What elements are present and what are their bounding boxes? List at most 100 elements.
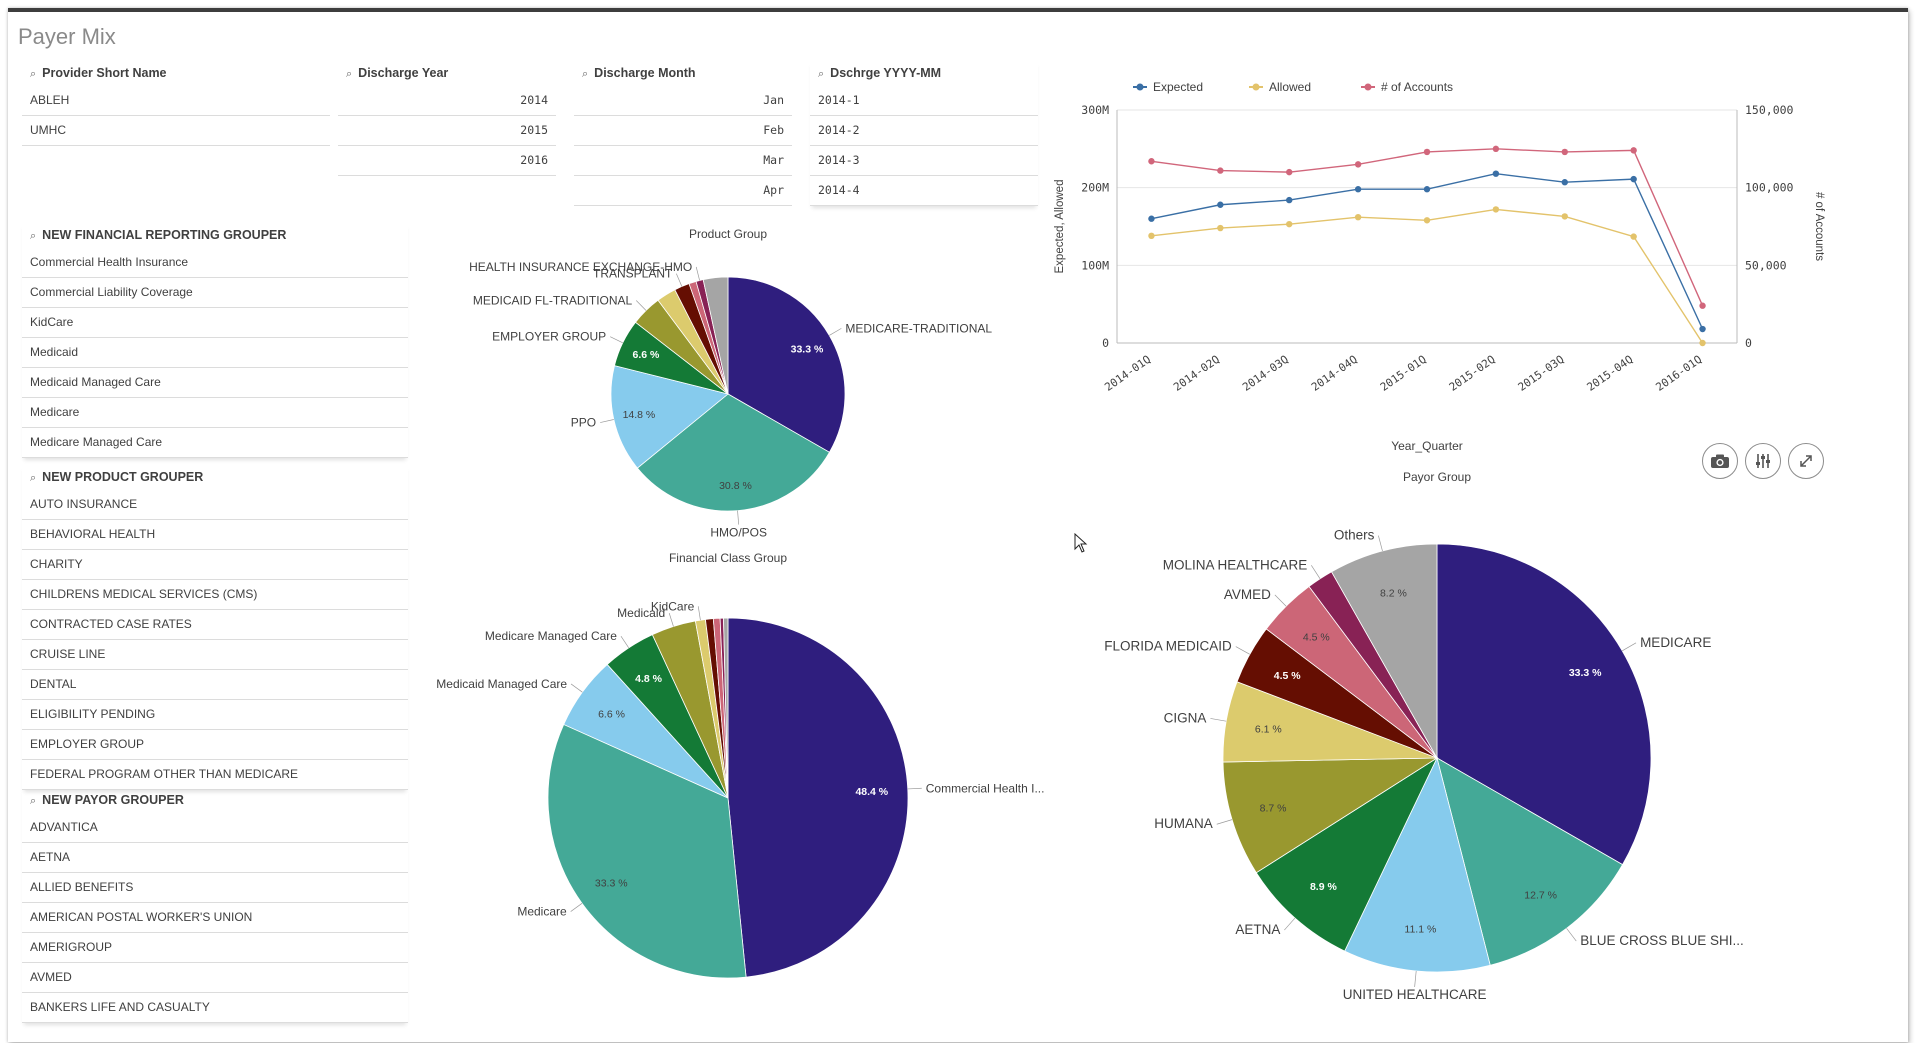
data-point-expected[interactable]	[1492, 170, 1500, 177]
filter-list-item[interactable]: ALLIED BENEFITS	[22, 873, 408, 903]
filter-header[interactable]: ⌕ Discharge Year	[338, 60, 556, 86]
pie-slice-united-healthcare[interactable]	[1344, 756, 1491, 973]
pie-slice-others[interactable]	[1331, 543, 1438, 760]
filter-dschrge-yyyy-mm[interactable]: ⌕ Dschrge YYYY-MM 2014-1 2014-2 2014-3 2014-4	[810, 60, 1038, 206]
search-icon[interactable]: ⌕	[30, 230, 37, 242]
data-point-of-accounts[interactable]	[1354, 161, 1362, 168]
data-point-allowed[interactable]	[1148, 232, 1155, 240]
filter-new-product-grouper[interactable]: ⌕ NEW PRODUCT GROUPER AUTO INSURANCE BEHAVI…	[22, 464, 408, 790]
data-point-expected[interactable]	[1630, 175, 1637, 183]
filter-list-item[interactable]: DENTAL	[22, 670, 408, 700]
filter-list-item[interactable]: 2016	[338, 146, 556, 176]
filter-list-item[interactable]: AUTO INSURANCE	[22, 490, 408, 520]
filter-new-financial-reporting-grouper[interactable]: ⌕ NEW FINANCIAL REPORTING GROUPER Commerci…	[22, 222, 408, 458]
filter-list-item[interactable]: 2015	[338, 116, 556, 146]
pie-chart-payor-group[interactable]: Payor Group 33.3 % MEDICARE 12.7 % BLUE CROS…	[1104, 470, 1744, 1002]
filter-list-item[interactable]: EMPLOYER GROUP	[22, 730, 408, 760]
filter-list-item[interactable]: BANKERS LIFE AND CASUALTY	[22, 993, 408, 1023]
filter-discharge-year[interactable]: ⌕ Discharge Year 2014 2015 2016	[338, 60, 556, 176]
filter-header[interactable]: ⌕ NEW PRODUCT GROUPER	[22, 464, 408, 490]
data-point-expected[interactable]	[1561, 179, 1568, 186]
filter-list-item[interactable]: AVMED	[22, 963, 408, 993]
filter-list-item[interactable]: ADVANTICA	[22, 813, 408, 843]
filter-list-item[interactable]: BEHAVIORAL HEALTH	[22, 520, 408, 550]
filter-list-item[interactable]: Commercial Health Insurance	[22, 248, 408, 278]
search-icon[interactable]: ⌕	[818, 68, 825, 80]
search-icon[interactable]: ⌕	[30, 68, 37, 80]
filter-list-item[interactable]: 2014-1	[810, 86, 1038, 116]
exploration-menu-button[interactable]	[1745, 443, 1781, 479]
series-line-allowed[interactable]	[1151, 208, 1704, 344]
filter-list-item[interactable]: UMHC	[22, 116, 330, 146]
filter-header[interactable]: ⌕ NEW PAYOR GROUPER	[22, 787, 408, 813]
expand-button[interactable]	[1788, 443, 1824, 479]
data-point-expected[interactable]	[1286, 196, 1293, 204]
data-point-expected[interactable]	[1354, 186, 1362, 193]
data-point-of-accounts[interactable]	[1217, 167, 1224, 174]
legend-item-expected[interactable]: Expected	[1133, 80, 1203, 94]
data-point-of-accounts[interactable]	[1148, 158, 1155, 165]
data-point-expected[interactable]	[1423, 186, 1431, 193]
filter-header[interactable]: ⌕ Provider Short Name	[22, 60, 330, 86]
data-point-of-accounts[interactable]	[1423, 148, 1431, 156]
filter-header[interactable]: ⌕ Dschrge YYYY-MM	[810, 60, 1038, 86]
filter-list-item[interactable]: CRUISE LINE	[22, 640, 408, 670]
filter-header[interactable]: ⌕ Discharge Month	[574, 60, 792, 86]
filter-list-item[interactable]: AMERICAN POSTAL WORKER'S UNION	[22, 903, 408, 933]
pie-slice-medicare[interactable]	[547, 723, 747, 979]
data-point-expected[interactable]	[1699, 325, 1706, 333]
filter-list-item[interactable]: Medicaid	[22, 338, 408, 368]
filter-provider-short-name[interactable]: ⌕ Provider Short Name ABLEH UMHC	[22, 60, 330, 146]
data-point-allowed[interactable]	[1492, 206, 1500, 213]
legend-item-allowed[interactable]: Allowed	[1249, 80, 1311, 94]
filter-list-item[interactable]: CHARITY	[22, 550, 408, 580]
filter-list-item[interactable]: Feb	[574, 116, 792, 146]
pie-chart-financial-class-group[interactable]: Financial Class Group 48.4 % Commercial He…	[436, 551, 1044, 979]
filter-list-item[interactable]: Jan	[574, 86, 792, 116]
filter-list-item[interactable]: AETNA	[22, 843, 408, 873]
data-point-allowed[interactable]	[1423, 217, 1431, 224]
data-point-allowed[interactable]	[1561, 213, 1568, 220]
search-icon[interactable]: ⌕	[346, 68, 353, 80]
filter-list-item[interactable]: Medicare	[22, 398, 408, 428]
data-point-expected[interactable]	[1148, 215, 1155, 222]
filter-list-item[interactable]: ABLEH	[22, 86, 330, 116]
filter-list-item[interactable]: KidCare	[22, 308, 408, 338]
pie-slice-segment-9[interactable]	[702, 276, 729, 395]
data-point-allowed[interactable]	[1630, 233, 1637, 240]
pie-slice-blue-cross-blue-shi[interactable]	[1436, 757, 1624, 966]
filter-list-item[interactable]: CHILDRENS MEDICAL SERVICES (CMS)	[22, 580, 408, 610]
pie-chart-product-group[interactable]: Product Group 33.3 % MEDICARE-TRADITIONAL 3…	[469, 227, 992, 540]
filter-discharge-month[interactable]: ⌕ Discharge Month Jan Feb Mar Apr	[574, 60, 792, 206]
pie-slice-segment-9[interactable]	[723, 617, 729, 799]
legend-item-of-accounts[interactable]: # of Accounts	[1361, 80, 1453, 94]
data-point-of-accounts[interactable]	[1699, 302, 1706, 309]
line-chart[interactable]: 0 100M 200M 300M 0 50,000 100,000 150,000 2014-0…	[1054, 80, 1825, 453]
pie-slice-medicare-traditional[interactable]	[727, 276, 846, 453]
filter-list-item[interactable]: CONTRACTED CASE RATES	[22, 610, 408, 640]
filter-list-item[interactable]: 2014-4	[810, 176, 1038, 206]
filter-list-item[interactable]: Medicaid Managed Care	[22, 368, 408, 398]
data-point-expected[interactable]	[1217, 201, 1224, 208]
pie-slice-ppo[interactable]	[610, 365, 729, 469]
data-point-allowed[interactable]	[1354, 213, 1362, 221]
data-point-allowed[interactable]	[1286, 220, 1293, 228]
data-point-of-accounts[interactable]	[1561, 148, 1568, 156]
filter-list-item[interactable]: Medicare Managed Care	[22, 428, 408, 458]
data-point-of-accounts[interactable]	[1630, 147, 1637, 154]
series-line-expected[interactable]	[1151, 172, 1704, 330]
filter-list-item[interactable]: Apr	[574, 176, 792, 206]
filter-list-item[interactable]: AMERIGROUP	[22, 933, 408, 963]
filter-list-item[interactable]: 2014-3	[810, 146, 1038, 176]
search-icon[interactable]: ⌕	[30, 795, 37, 807]
search-icon[interactable]: ⌕	[30, 472, 37, 484]
pie-slice-commercial-health-i[interactable]	[727, 617, 909, 978]
filter-list-item[interactable]: 2014	[338, 86, 556, 116]
filter-list-item[interactable]: Commercial Liability Coverage	[22, 278, 408, 308]
data-point-allowed[interactable]	[1699, 339, 1706, 347]
data-point-allowed[interactable]	[1217, 224, 1224, 232]
pie-slice-medicare[interactable]	[1436, 543, 1652, 866]
data-point-of-accounts[interactable]	[1492, 145, 1500, 153]
search-icon[interactable]: ⌕	[582, 68, 589, 80]
data-point-of-accounts[interactable]	[1286, 168, 1293, 176]
